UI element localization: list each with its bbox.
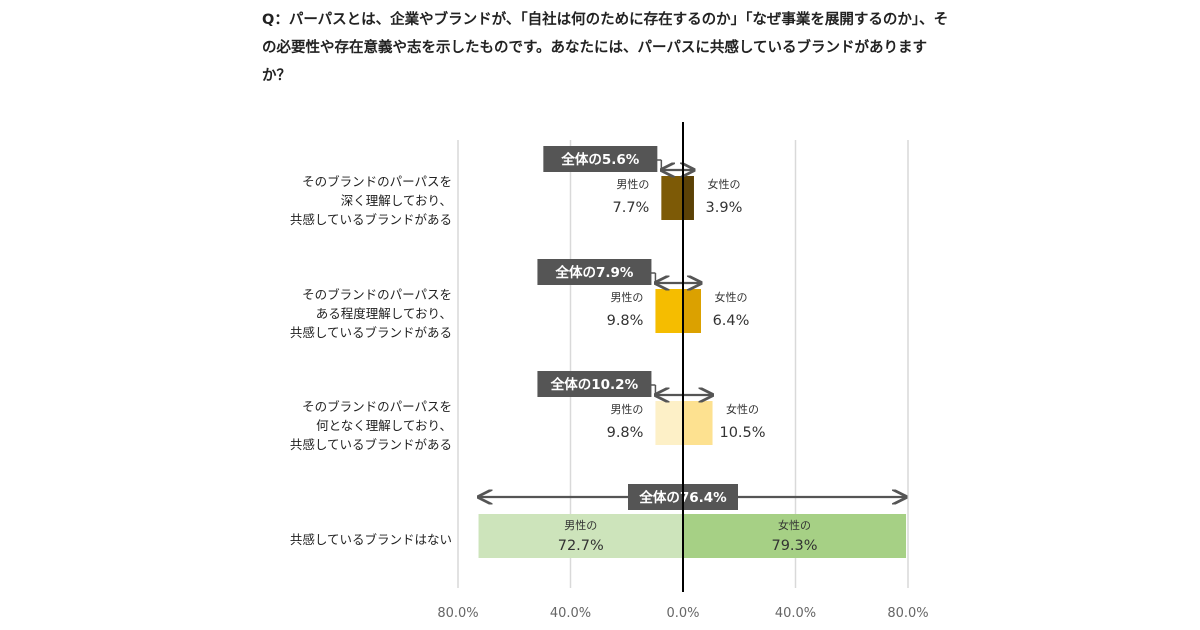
male-label: 男性の: [616, 177, 649, 191]
category-label: 何となく理解しており、: [316, 418, 452, 433]
x-tick-label: 80.0%: [887, 606, 928, 621]
male-value: 9.8%: [607, 425, 644, 441]
bar-male: [655, 401, 683, 445]
male-label: 男性の: [610, 402, 643, 416]
male-value: 72.7%: [558, 538, 604, 554]
female-label: 女性の: [715, 290, 748, 304]
x-tick-label: 40.0%: [550, 606, 591, 621]
male-label: 男性の: [610, 290, 643, 304]
total-label: 全体の10.2%: [550, 376, 639, 393]
category-label: 共感しているブランドがある: [290, 437, 452, 452]
bar-male: [655, 289, 683, 333]
bar-female: [683, 401, 713, 445]
total-label: 全体の7.9%: [554, 264, 633, 281]
total-box: [543, 146, 658, 172]
female-value: 6.4%: [713, 313, 750, 329]
category-label: そのブランドのパーパスを: [302, 287, 452, 302]
bar-female: [683, 176, 694, 220]
male-value: 9.8%: [607, 313, 644, 329]
female-label: 女性の: [778, 518, 811, 532]
female-value: 10.5%: [719, 425, 765, 441]
bar-male: [478, 514, 683, 558]
question-text: Q：パーパスとは、企業やブランドが、「自社は何のために存在するのか」「なぜ事業を…: [262, 12, 949, 84]
total-box: [537, 371, 652, 397]
female-value: 3.9%: [706, 200, 743, 216]
category-label: そのブランドのパーパスを: [302, 399, 452, 414]
bar-female: [683, 514, 907, 558]
x-tick-label: 0.0%: [666, 606, 699, 621]
x-tick-label: 80.0%: [437, 606, 478, 621]
female-label: 女性の: [726, 402, 759, 416]
male-value: 7.7%: [613, 200, 650, 216]
total-box: [537, 259, 652, 285]
category-label: 深く理解しており、: [341, 193, 452, 208]
category-label: そのブランドのパーパスを: [302, 174, 452, 189]
category-label: 共感しているブランドがある: [290, 212, 452, 227]
bar-male: [661, 176, 683, 220]
female-value: 79.3%: [771, 538, 817, 554]
male-label: 男性の: [564, 518, 597, 532]
bar-female: [683, 289, 701, 333]
category-label: 共感しているブランドがある: [290, 325, 452, 340]
category-label: 共感しているブランドはない: [290, 532, 452, 547]
total-label: 全体の5.6%: [560, 151, 639, 168]
category-label: ある程度理解しており、: [316, 306, 452, 321]
female-label: 女性の: [707, 177, 740, 191]
x-tick-label: 40.0%: [775, 606, 816, 621]
